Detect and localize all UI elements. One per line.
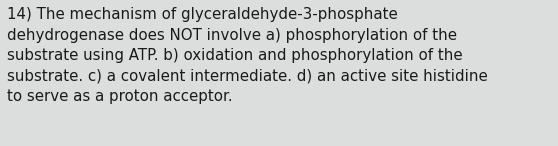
Text: 14) The mechanism of glyceraldehyde-3-phosphate
dehydrogenase does NOT involve a: 14) The mechanism of glyceraldehyde-3-ph… [7,7,488,104]
